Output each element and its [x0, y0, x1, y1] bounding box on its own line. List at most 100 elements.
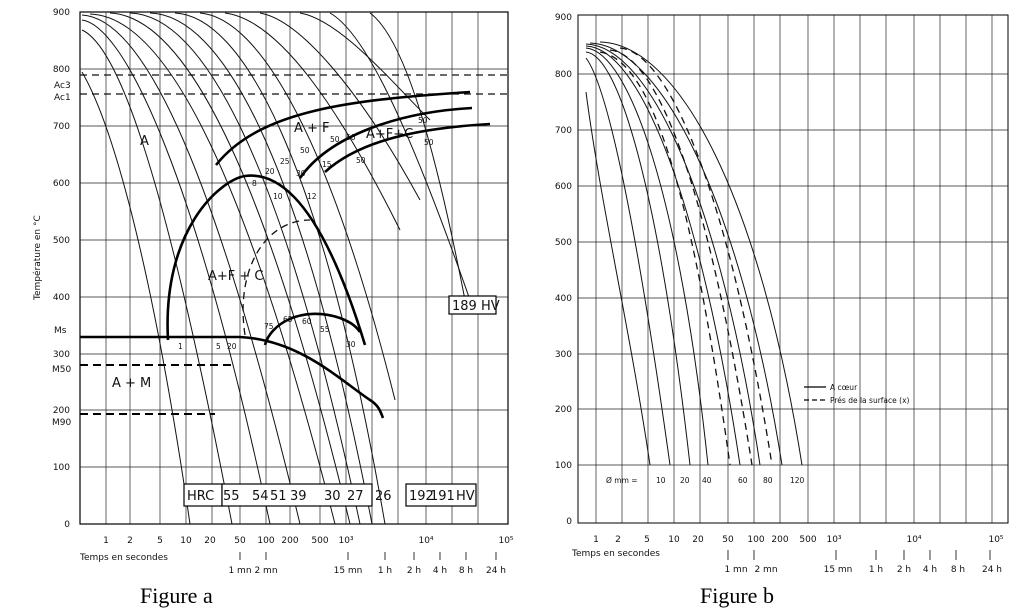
y-tick: 100: [53, 463, 70, 473]
figure-b-legend: A cœur Prés de la surface (x): [804, 383, 910, 405]
x-tick: 50: [234, 536, 246, 546]
percent-label: 20: [227, 342, 237, 351]
percent-label: 20: [265, 167, 275, 176]
percent-label: 25: [280, 157, 290, 166]
y-tick: 700: [53, 122, 70, 132]
percent-label: 5: [216, 342, 221, 351]
x-tick: 10: [180, 536, 192, 546]
time-tick: 4 h: [923, 565, 937, 575]
x-tick: 10⁴: [418, 536, 433, 546]
m50-label: M50: [52, 365, 71, 375]
y-tick: 600: [555, 182, 572, 192]
x-tick: 100: [257, 536, 274, 546]
figure-b-hgrid: [578, 73, 1008, 466]
time-tick: 1 h: [378, 566, 392, 576]
time-tick: 15 mn: [334, 566, 363, 576]
percent-label: 30: [346, 340, 356, 349]
figure-b-x-ticks: 1 2 5 10 20 50 100 200 500 10³ 10⁴ 10⁵: [593, 535, 1004, 545]
x-tick: 10³: [826, 535, 841, 545]
legend-item-dashed: Prés de la surface (x): [830, 396, 910, 405]
legend-item-solid: A cœur: [830, 383, 858, 392]
x-tick: 2: [127, 536, 133, 546]
diameter-value: 10: [656, 476, 666, 485]
diameter-value: 80: [763, 476, 773, 485]
y-tick: 0: [566, 517, 572, 527]
x-tick: 100: [747, 535, 764, 545]
hardness-value: 54: [252, 489, 269, 504]
figure-b-surface-curves: [599, 47, 773, 466]
y-tick: 200: [53, 406, 70, 416]
x-tick: 5: [644, 535, 650, 545]
x-tick: 20: [204, 536, 216, 546]
percent-label: 50: [346, 133, 356, 142]
figure-a-hardness-row: HRC 55 54 51 39 30 27 26 192 191 HV: [183, 483, 477, 507]
diameter-value: 120: [790, 476, 805, 485]
x-tick: 50: [722, 535, 734, 545]
percent-label: 65: [283, 315, 293, 324]
figure-b-diameters: Ø mm = 10 20 40 60 80 120: [606, 476, 805, 485]
x-tick: 10³: [338, 536, 353, 546]
percent-label: 12: [307, 192, 317, 201]
figure-a: 900 800 700 600 500 400 300 200 100 0 Ac…: [32, 8, 514, 608]
percent-label: 8: [252, 179, 257, 188]
hardness-value: 27: [347, 489, 364, 504]
figure-a-hgrid: [80, 68, 508, 468]
percent-label: 10: [273, 192, 283, 201]
percent-label: 55: [320, 325, 330, 334]
time-tick: 1 mn: [724, 565, 747, 575]
y-axis-label: Température en °C: [32, 215, 43, 301]
y-tick: 100: [555, 461, 572, 471]
y-tick: 800: [53, 65, 70, 75]
x-tick: 20: [692, 535, 704, 545]
figure-b-caption: Figure b: [700, 583, 774, 608]
x-tick: 5: [157, 536, 163, 546]
hardness-value: 192: [409, 489, 434, 504]
percent-label: 50: [356, 156, 366, 165]
x-tick: 2: [615, 535, 621, 545]
time-tick: 4 h: [433, 566, 447, 576]
y-tick: 500: [555, 238, 572, 248]
y-tick: 200: [555, 405, 572, 415]
ac1-label: Ac1: [54, 93, 71, 103]
time-tick: 24 h: [982, 565, 1002, 575]
x-tick: 500: [311, 536, 328, 546]
x-tick: 10⁴: [906, 535, 921, 545]
y-tick: 900: [53, 8, 70, 18]
x-tick: 500: [799, 535, 816, 545]
time-tick: 8 h: [459, 566, 473, 576]
hardness-value: 39: [290, 489, 307, 504]
hardness-value: 30: [324, 489, 341, 504]
time-tick: 1 h: [869, 565, 883, 575]
y-tick: 400: [53, 293, 70, 303]
time-tick: 15 mn: [824, 565, 853, 575]
diameter-value: 60: [738, 476, 748, 485]
figure-b-vgrid: [595, 15, 993, 523]
hardness-value: 51: [270, 489, 287, 504]
hardness-value: 55: [223, 489, 240, 504]
y-tick: 400: [555, 294, 572, 304]
phase-label-af: A + F: [294, 121, 330, 136]
time-tick: 2 h: [407, 566, 421, 576]
time-tick: 2 mn: [254, 566, 277, 576]
figure-b-plot-frame: [577, 14, 1009, 524]
time-tick: 24 h: [486, 566, 506, 576]
figure-a-time-ticks: 1 mn 2 mn 15 mn 1 h 2 h 4 h 8 h 24 h: [228, 552, 506, 576]
x-tick: 200: [771, 535, 788, 545]
figure-b-y-ticks: 900 800 700 600 500 400 300 200 100 0: [555, 13, 572, 527]
diameter-value: 40: [702, 476, 712, 485]
hardness-hv: HV: [456, 489, 475, 504]
percent-label: 50: [330, 135, 340, 144]
hardness-value: 26: [375, 489, 392, 504]
ac3-label: Ac3: [54, 81, 71, 91]
y-tick: 700: [555, 126, 572, 136]
percent-label: 50: [300, 146, 310, 155]
x-tick: 1: [103, 536, 109, 546]
hv-box: [448, 295, 497, 315]
time-tick: 8 h: [951, 565, 965, 575]
phase-label-a: A: [140, 134, 149, 149]
ms-label: Ms: [54, 326, 67, 336]
y-tick: 300: [555, 350, 572, 360]
percent-label: 50: [424, 138, 434, 147]
phase-label-am: A + M: [112, 376, 151, 391]
percent-label: 75: [264, 322, 274, 331]
